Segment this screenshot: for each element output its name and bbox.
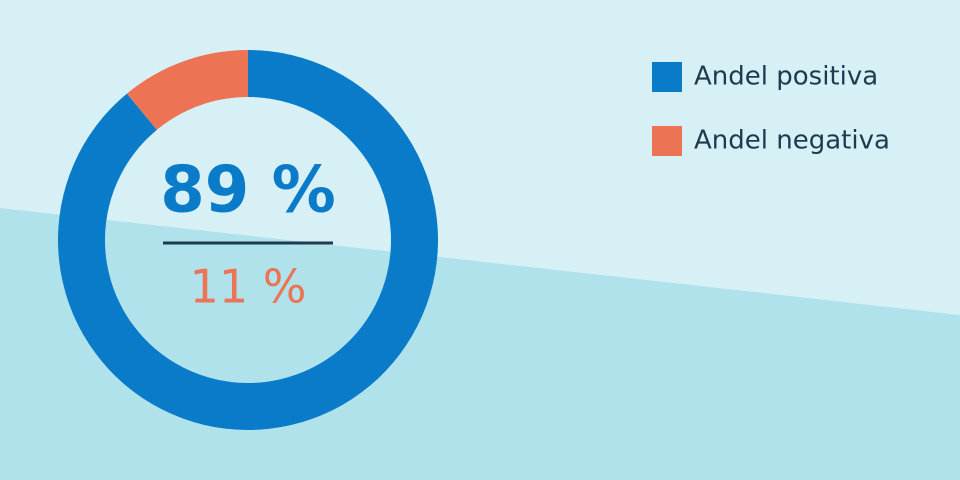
legend-swatch <box>652 62 682 92</box>
donut <box>58 49 439 431</box>
legend-label: Andel positiva <box>694 62 878 92</box>
legend-swatch <box>652 126 682 156</box>
legend-label: Andel negativa <box>694 126 890 156</box>
value-label: 11 % <box>190 260 307 314</box>
donut-segment <box>126 49 248 130</box>
value-label: 89 % <box>160 154 335 228</box>
